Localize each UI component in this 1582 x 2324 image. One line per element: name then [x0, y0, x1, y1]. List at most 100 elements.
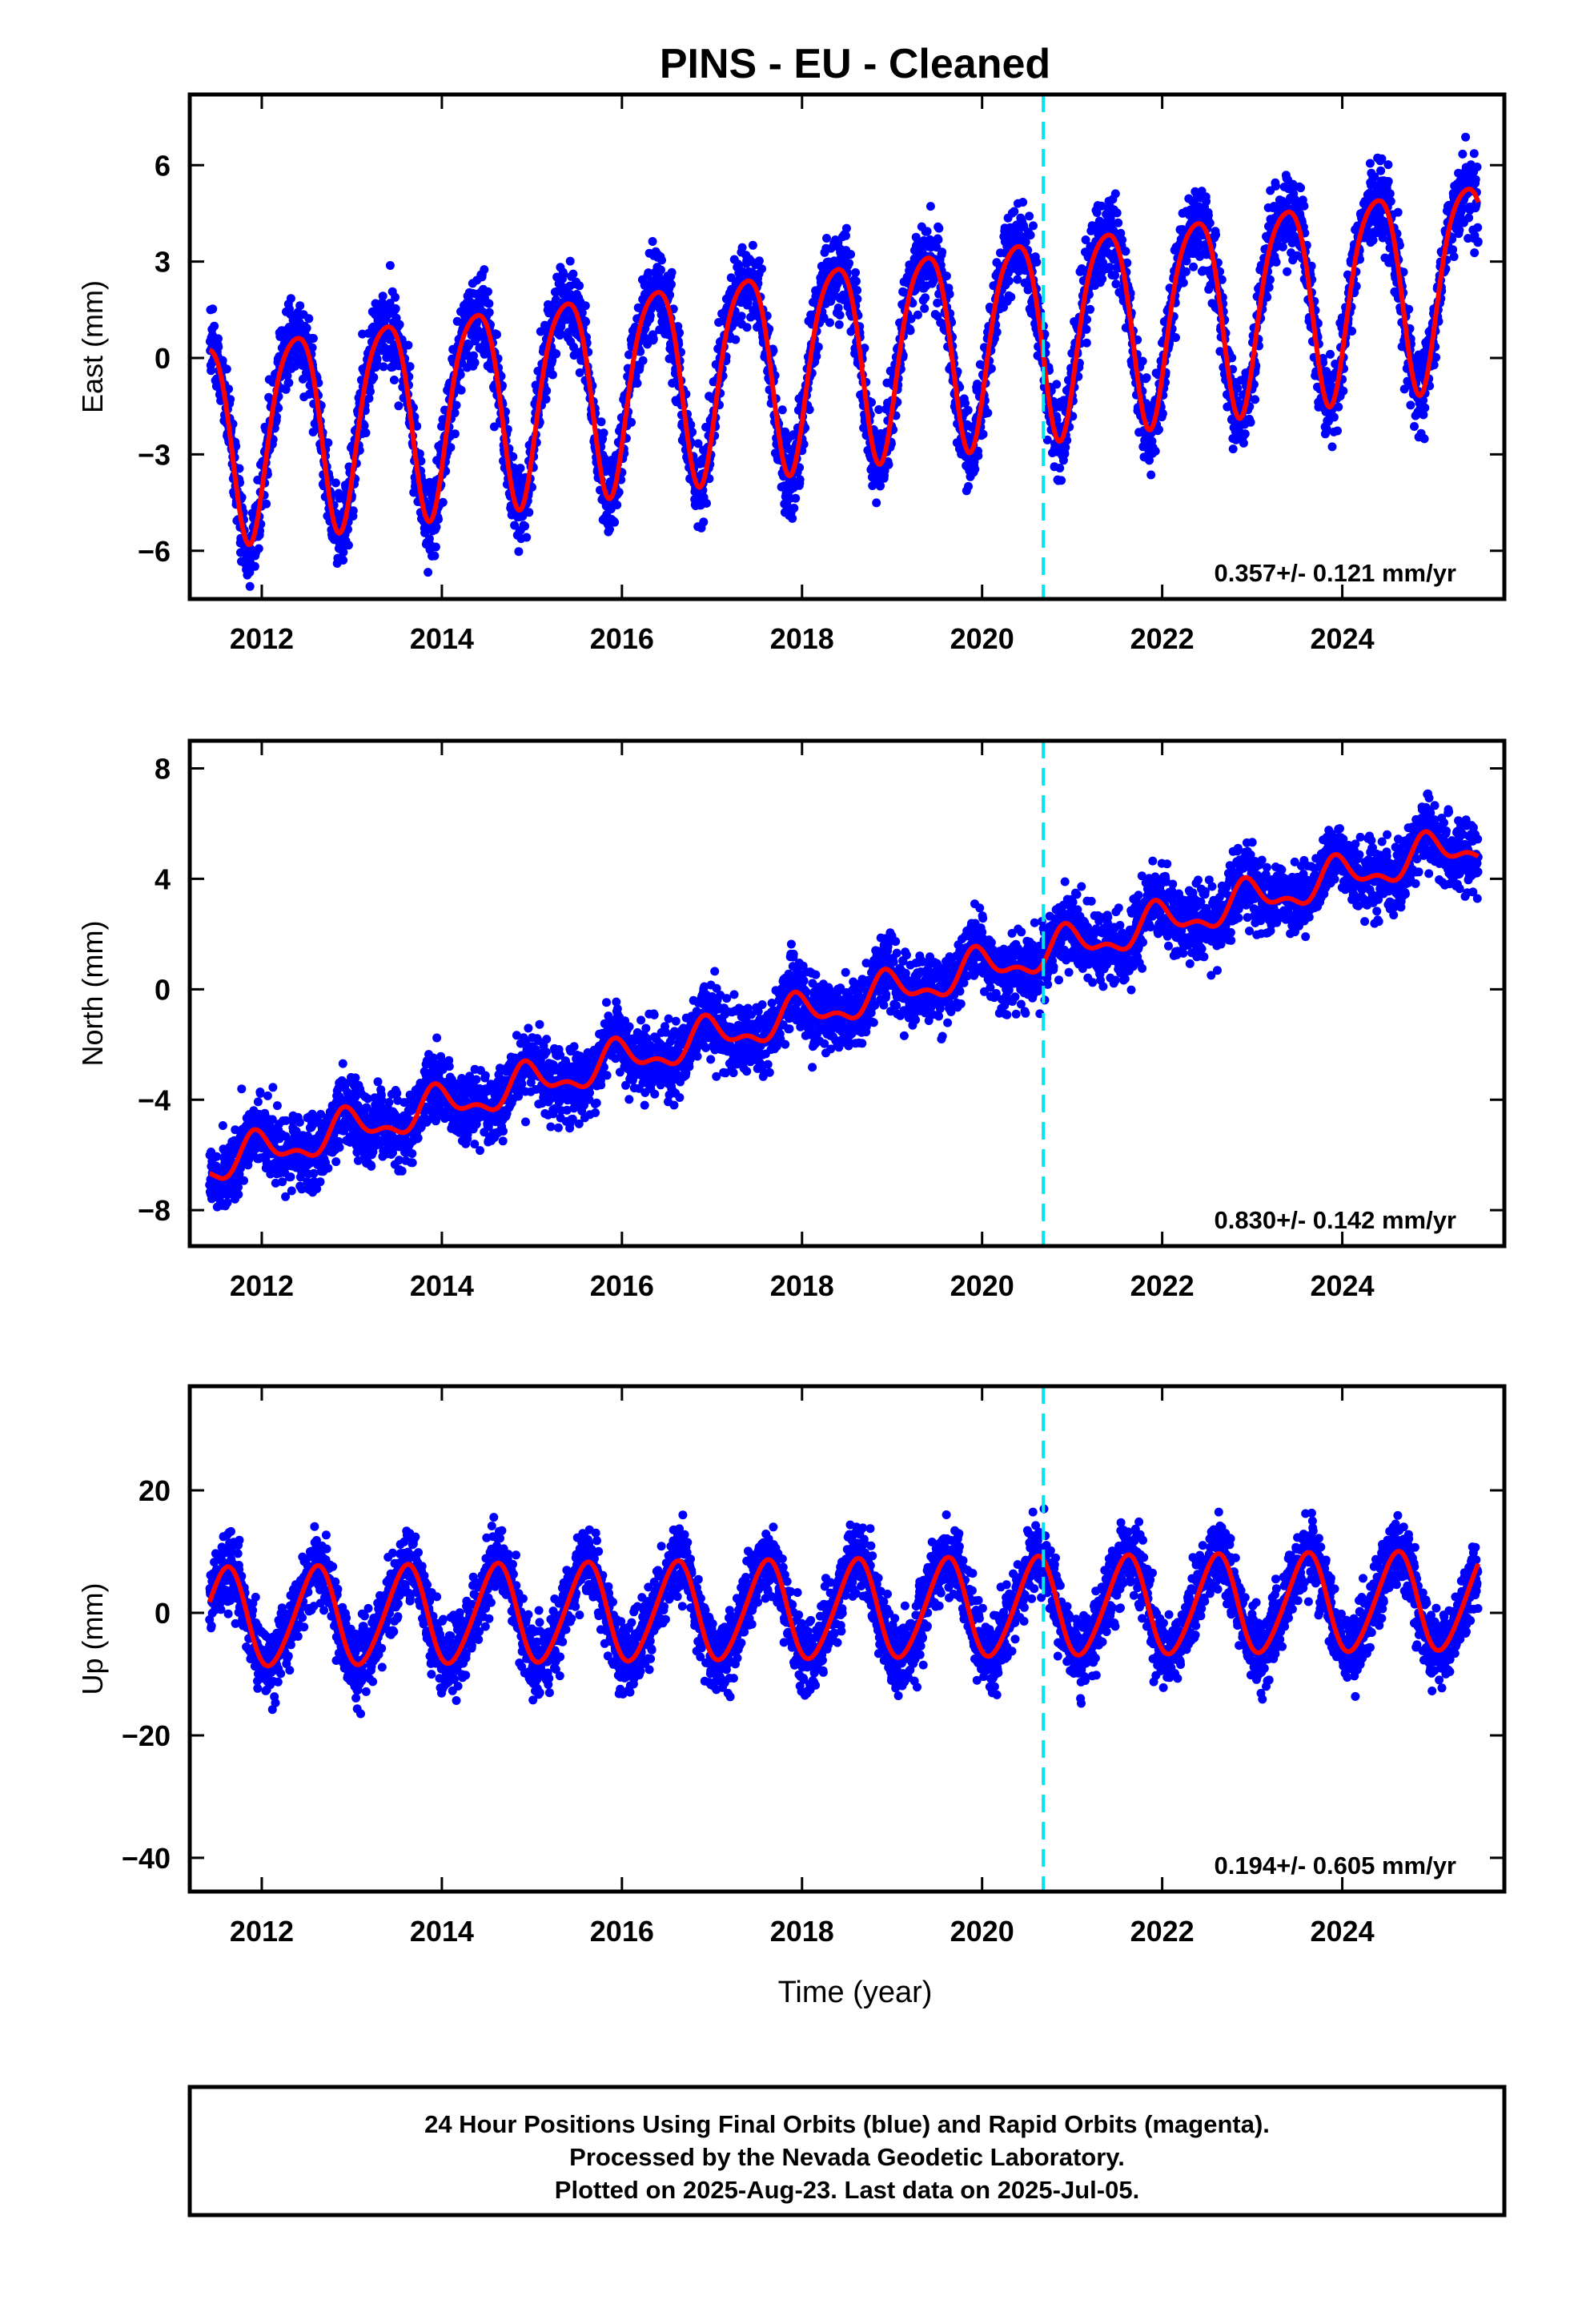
data-point: [1146, 470, 1156, 480]
data-point: [612, 501, 622, 509]
data-point: [378, 292, 387, 301]
data-point: [876, 481, 885, 491]
data-point: [1449, 252, 1459, 261]
data-point: [1271, 257, 1281, 267]
data-point: [1004, 276, 1014, 286]
data-point: [1121, 247, 1130, 256]
data-point: [1138, 356, 1147, 366]
data-point: [218, 1121, 227, 1130]
data-point: [599, 428, 608, 438]
data-point: [518, 512, 528, 521]
data-point: [307, 343, 317, 352]
data-point: [636, 347, 645, 356]
data-point: [983, 408, 993, 418]
data-point: [364, 394, 374, 403]
data-point: [214, 342, 223, 352]
data-point: [657, 255, 666, 265]
data-point: [846, 250, 856, 259]
data-point: [308, 428, 318, 436]
data-point: [1472, 163, 1482, 171]
data-point: [452, 400, 461, 410]
data-point: [577, 308, 587, 317]
data-point: [404, 340, 413, 350]
y-tick-label: 3: [155, 246, 171, 279]
data-point: [788, 513, 797, 523]
data-point: [1052, 380, 1062, 389]
data-point: [226, 395, 235, 404]
data-point: [1473, 223, 1483, 232]
data-point: [1278, 242, 1287, 251]
data-point: [1461, 132, 1471, 142]
data-point: [834, 320, 844, 329]
data-point: [254, 544, 263, 553]
data-point: [568, 269, 578, 279]
data-point: [777, 405, 787, 415]
east-panel: 2012 2014 2016 2018 2020 2022 2024−6−3036East …: [76, 92, 1507, 655]
data-point: [860, 344, 869, 353]
data-point: [769, 346, 778, 356]
data-point: [913, 310, 922, 320]
data-point: [1211, 230, 1221, 239]
data-point: [234, 1190, 243, 1199]
data-point: [450, 429, 460, 439]
y-tick-label: −3: [138, 438, 171, 471]
data-point: [748, 240, 757, 250]
north-panel: 2012 2014 2016 2018 2020 2022 2024−8−4048North…: [76, 738, 1507, 1302]
data-point: [1327, 442, 1337, 452]
data-point: [385, 261, 395, 270]
data-point: [1032, 257, 1042, 267]
data-point: [1150, 446, 1160, 456]
data-point: [1385, 189, 1395, 199]
data-point: [207, 366, 216, 376]
data-point: [605, 525, 614, 534]
data-point: [508, 452, 518, 461]
data-point: [1205, 219, 1215, 227]
data-point: [522, 533, 532, 542]
data-point: [1410, 422, 1419, 431]
data-point: [1339, 386, 1348, 396]
data-point: [369, 372, 379, 382]
data-point: [905, 326, 915, 336]
data-point: [819, 313, 829, 323]
x-tick-label: 2020: [950, 622, 1014, 655]
data-point: [339, 548, 348, 557]
data-point: [1057, 476, 1066, 485]
data-point: [610, 517, 620, 527]
y-tick-label: 6: [155, 149, 171, 182]
data-point: [1114, 218, 1123, 227]
data-point: [1299, 201, 1309, 211]
data-point: [737, 243, 747, 252]
data-point: [218, 356, 227, 365]
data-point: [644, 268, 653, 278]
data-point: [1029, 221, 1038, 231]
data-point: [789, 504, 799, 513]
data-point: [688, 428, 697, 437]
data-point: [385, 299, 395, 308]
data-point: [304, 314, 314, 324]
data-point: [632, 379, 642, 388]
data-point: [222, 364, 231, 374]
data-point: [1142, 373, 1151, 383]
data-point: [1202, 197, 1211, 206]
data-point: [872, 498, 881, 508]
x-tick-label: 2024: [1311, 622, 1375, 655]
data-point: [245, 581, 255, 591]
data-point: [412, 421, 422, 431]
data-point: [323, 438, 333, 448]
data-point: [970, 464, 980, 474]
data-point: [1326, 349, 1335, 359]
data-point: [456, 370, 465, 380]
data-point: [1189, 262, 1199, 271]
data-point: [781, 427, 790, 436]
data-point: [331, 478, 340, 488]
data-point: [483, 287, 492, 296]
data-point: [223, 1198, 232, 1208]
data-point: [1086, 304, 1095, 314]
data-point: [1006, 292, 1016, 302]
data-point: [516, 464, 525, 473]
data-point: [1203, 211, 1213, 220]
data-point: [992, 328, 1002, 337]
data-point: [926, 202, 935, 211]
data-point: [645, 311, 655, 320]
data-point: [656, 265, 665, 275]
